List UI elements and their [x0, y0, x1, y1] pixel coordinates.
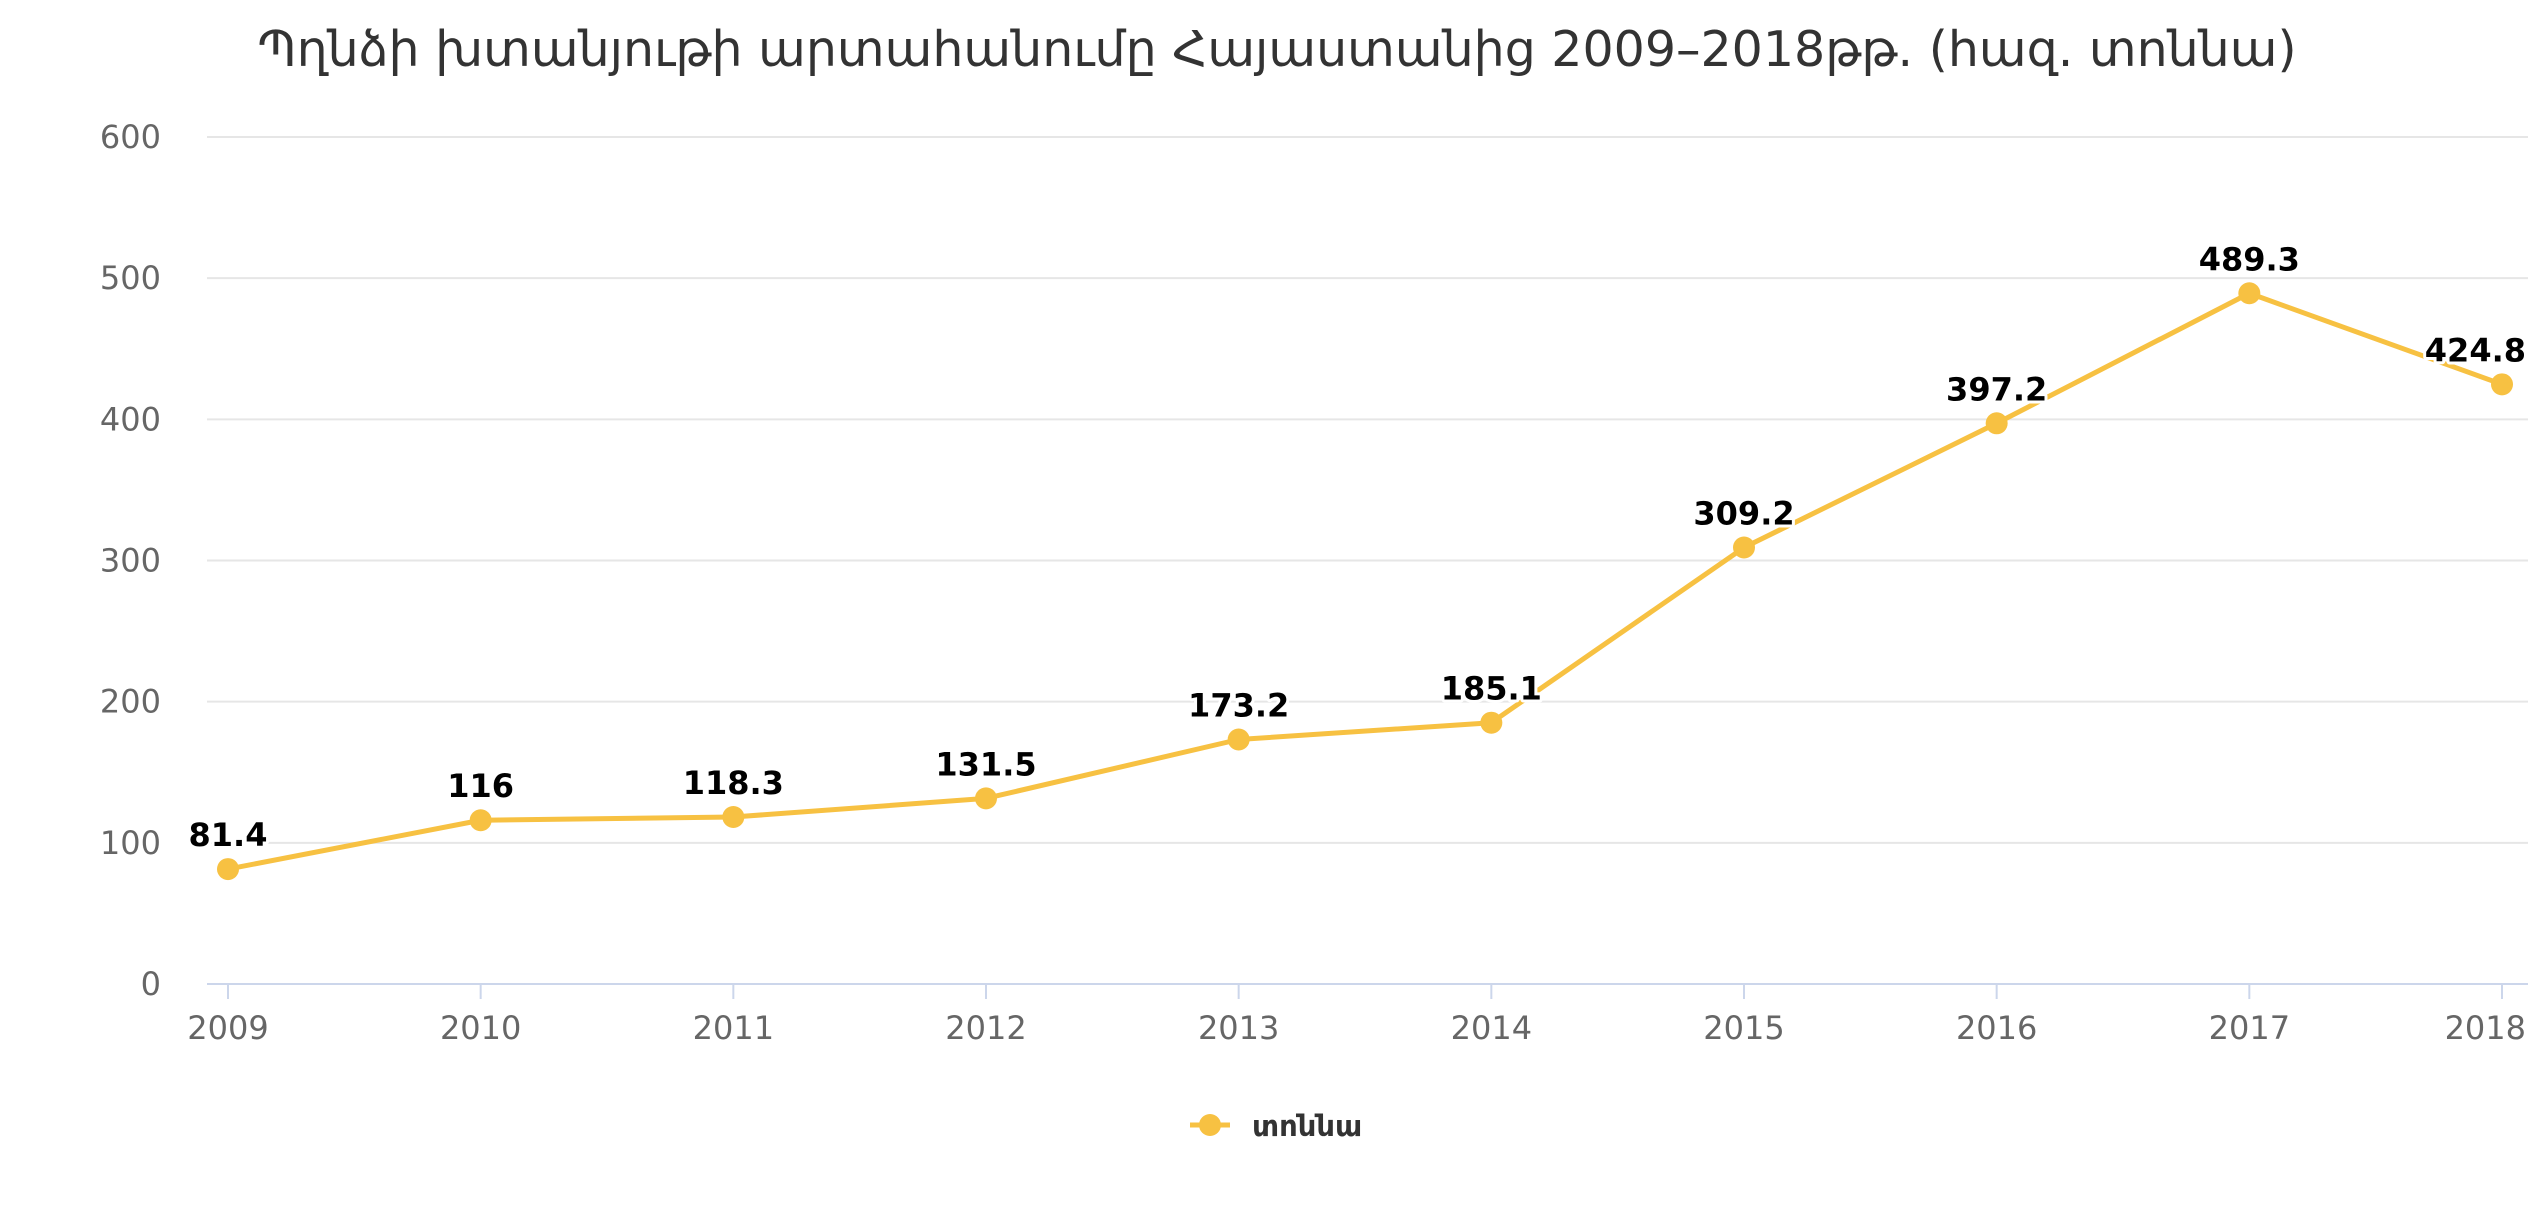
y-tick-label: 400	[100, 400, 161, 438]
data-label-2012: 131.5	[935, 745, 1036, 783]
x-tick-label: 2016	[1956, 1009, 2037, 1047]
data-label-2014: 185.1	[1441, 670, 1542, 708]
data-point-2013[interactable]	[1227, 728, 1250, 751]
data-point-2009[interactable]	[217, 858, 239, 881]
x-tick-label: 2010	[440, 1009, 521, 1047]
x-tick-label: 2017	[2209, 1009, 2290, 1047]
data-label-2016: 397.2	[1946, 370, 2047, 408]
data-label-2017: 489.3	[2199, 240, 2300, 278]
grid-lines	[207, 136, 2528, 844]
data-point-2012[interactable]	[975, 787, 997, 810]
legend[interactable]: տոննա	[1190, 1109, 1362, 1143]
data-label-2015: 309.2	[1693, 495, 1794, 533]
legend-label[interactable]: տոննա	[1252, 1109, 1362, 1143]
y-axis-ticks: 0 100 200 300 400 500 600	[100, 118, 161, 1003]
y-tick-label: 600	[100, 118, 161, 156]
data-point-2014[interactable]	[1480, 711, 1503, 734]
x-tick-label: 2015	[1703, 1009, 1784, 1047]
data-label-2010: 116	[447, 767, 514, 805]
y-tick-label: 100	[100, 824, 161, 862]
y-tick-label: 0	[141, 965, 161, 1003]
data-point-2011[interactable]	[722, 805, 745, 828]
y-tick-label: 200	[100, 683, 161, 721]
data-label-2013: 173.2	[1188, 686, 1289, 724]
data-point-2018[interactable]	[2491, 373, 2513, 396]
data-label-2009: 81.4	[189, 816, 268, 854]
data-point-2016[interactable]	[1985, 412, 2008, 435]
y-tick-label: 500	[100, 259, 161, 297]
data-labels: 81.4 116 118.3 131.5 173.2 185.1 309.2 397.2 489…	[186, 237, 2529, 857]
chart-title: Պղնձի խտանյութի արտահանումը Հայաստանից 2…	[257, 21, 2296, 78]
series-layer	[217, 282, 2513, 881]
data-point-2015[interactable]	[1733, 536, 1755, 559]
series-line	[225, 290, 2505, 872]
x-tick-label: 2014	[1451, 1009, 1532, 1047]
x-tick-label: 2012	[945, 1009, 1026, 1047]
x-tick-label: 2011	[693, 1009, 774, 1047]
legend-marker	[1199, 1114, 1221, 1136]
data-point-2017[interactable]	[2238, 282, 2261, 305]
x-tick-label: 2018	[2445, 1009, 2526, 1047]
x-tick-label: 2009	[187, 1009, 268, 1047]
data-label-2018: 424.8	[2425, 331, 2526, 369]
data-label-2011: 118.3	[683, 764, 784, 802]
x-axis: 2009 2010 2011 2012 2013 2014 2015 2016 2017 2018	[187, 983, 2528, 1047]
x-tick-label: 2013	[1198, 1009, 1279, 1047]
y-tick-label: 300	[100, 542, 161, 580]
data-point-2010[interactable]	[469, 809, 492, 832]
